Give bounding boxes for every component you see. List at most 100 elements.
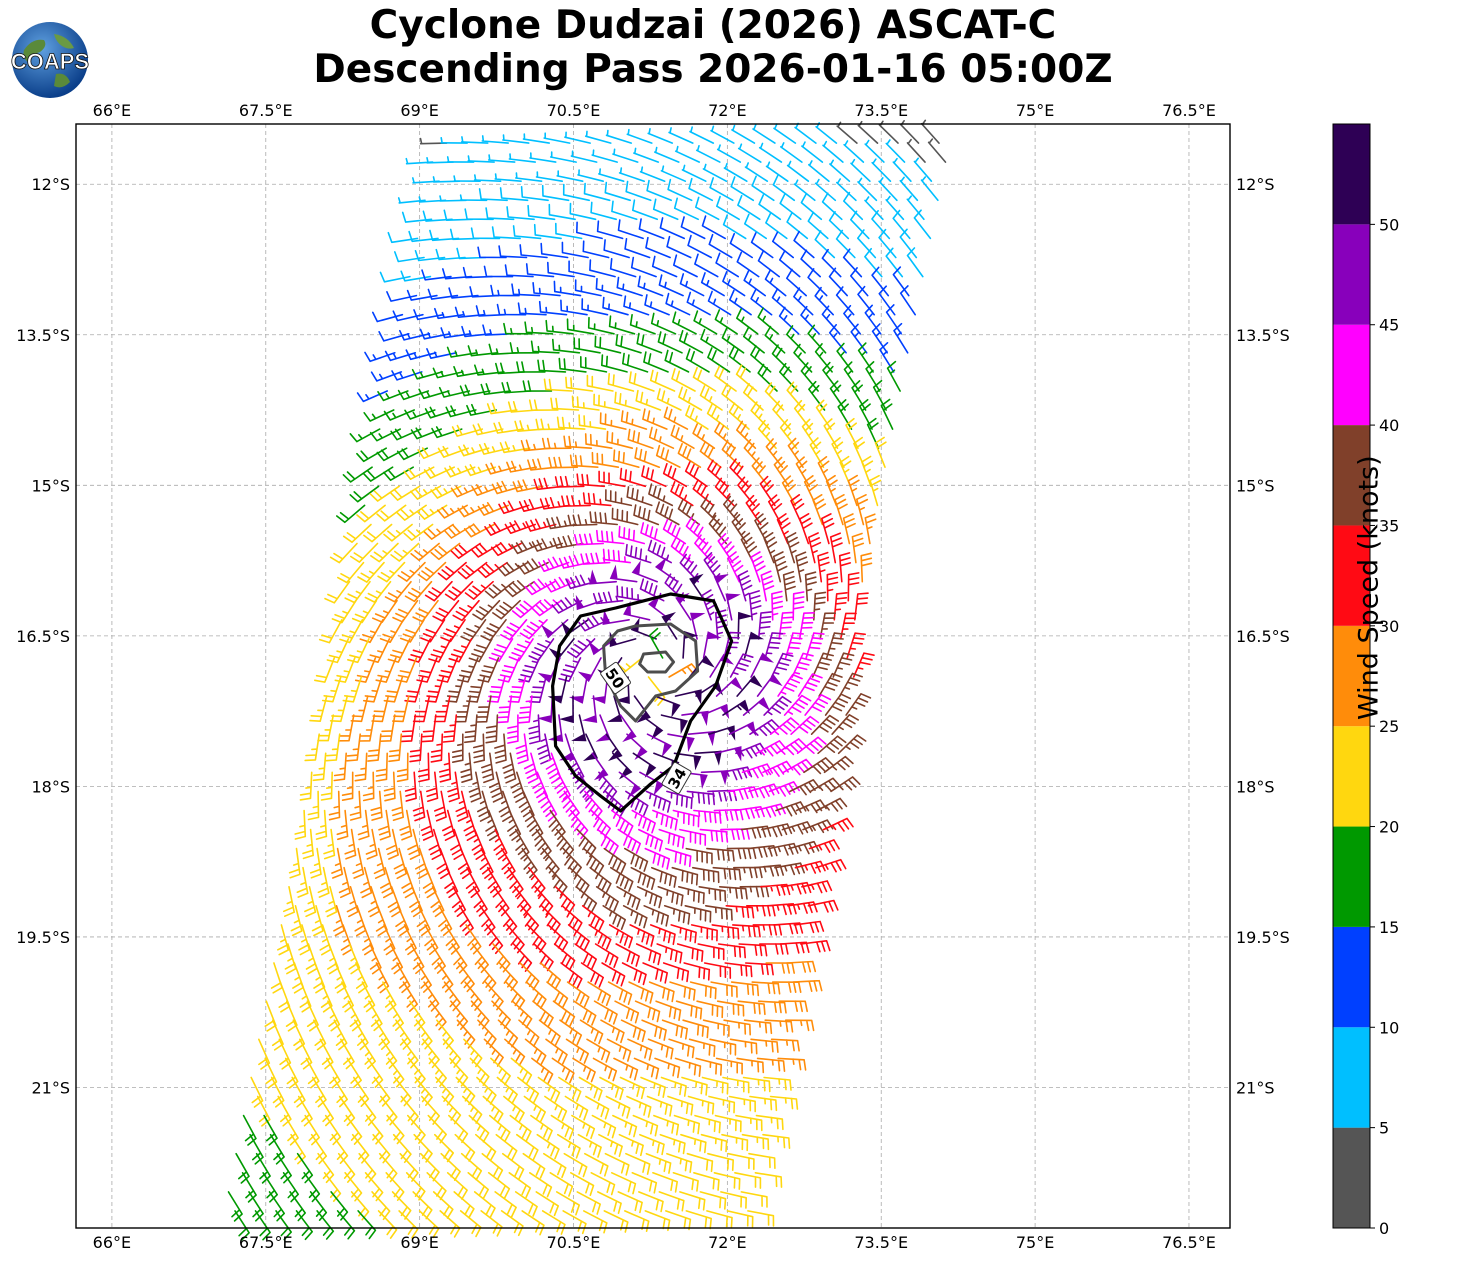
wind-barb — [472, 886, 488, 917]
wind-barb — [699, 1191, 727, 1210]
wind-barb — [639, 166, 666, 182]
wind-barb — [305, 1057, 320, 1089]
wind-barb — [674, 689, 702, 705]
wind-barb — [647, 128, 674, 144]
wind-barb — [913, 209, 932, 240]
wind-barb — [500, 847, 516, 879]
wind-barb — [514, 828, 530, 860]
wind-barb — [780, 142, 803, 163]
wind-barb — [457, 504, 489, 518]
wind-barb — [390, 542, 420, 562]
wind-barb — [342, 523, 372, 543]
wind-barb — [396, 962, 411, 994]
wind-barb — [661, 1019, 688, 1040]
wind-barb — [763, 532, 778, 564]
contour-inner — [638, 650, 676, 674]
wind-barb — [313, 1019, 327, 1051]
lon-tick-bottom-4: 72°E — [708, 1233, 746, 1252]
wind-barb — [802, 819, 834, 834]
wind-barb — [368, 886, 380, 918]
wind-barb — [334, 657, 356, 683]
wind-barb — [658, 828, 685, 849]
wind-barb — [647, 539, 672, 564]
wind-barb — [702, 631, 722, 659]
wind-barb — [519, 962, 540, 991]
wind-barb — [846, 632, 866, 659]
wind-barb — [393, 847, 408, 880]
wind-barb — [476, 1076, 497, 1105]
wind-barb — [467, 345, 499, 357]
wind-barb — [481, 752, 495, 784]
wind-barb — [808, 839, 840, 853]
wind-barb — [462, 1095, 483, 1124]
wind-barb — [648, 426, 675, 449]
wind-barb — [892, 157, 912, 182]
wind-barb — [667, 733, 695, 752]
wind-barb — [305, 943, 318, 975]
wind-barb — [582, 695, 598, 723]
wind-barb — [331, 1133, 349, 1164]
wind-barb — [625, 1152, 651, 1175]
wind-barb — [314, 657, 336, 683]
wind-barb — [631, 560, 658, 583]
wind-barb — [679, 273, 705, 297]
wind-barb — [424, 676, 445, 703]
wind-barb — [391, 370, 423, 381]
wind-barb — [847, 474, 860, 507]
wind-barb — [500, 619, 528, 641]
wind-barb — [869, 474, 882, 507]
wind-barb — [603, 239, 630, 259]
wind-barb — [658, 274, 684, 297]
wind-barb — [582, 240, 610, 259]
wind-barb — [730, 176, 755, 202]
wind-barb — [489, 1114, 511, 1143]
wind-barb — [842, 513, 856, 545]
wind-barb — [671, 368, 696, 392]
wind-barb — [689, 126, 715, 144]
wind-barb — [437, 504, 468, 519]
wind-barb — [606, 430, 634, 449]
wind-barb — [408, 1057, 426, 1088]
wind-barb — [670, 481, 694, 507]
wind-barb — [552, 1000, 576, 1027]
wind-barb — [735, 364, 758, 392]
wind-barb — [751, 175, 775, 202]
wind-barb — [880, 398, 894, 430]
wind-barb — [664, 573, 685, 602]
wind-barb — [819, 612, 836, 640]
wind-barb — [570, 809, 589, 840]
wind-barb — [497, 1019, 519, 1048]
wind-barb — [716, 195, 740, 221]
wind-barb — [727, 551, 744, 583]
wind-barb — [892, 266, 910, 297]
wind-barb — [723, 1019, 751, 1036]
wind-barb — [722, 214, 747, 240]
wind-barb — [612, 752, 633, 780]
wind-barb — [792, 591, 805, 621]
wind-barb — [430, 542, 461, 561]
wind-barb — [362, 924, 375, 956]
wind-barb — [388, 733, 403, 763]
wind-barb — [845, 417, 859, 449]
wind-barb — [626, 733, 648, 761]
wind-barb — [778, 306, 800, 335]
wind-barb — [469, 1057, 490, 1086]
wind-barb — [737, 1000, 766, 1016]
wind-barb — [670, 536, 693, 564]
wind-barb — [492, 943, 511, 973]
wind-barb — [392, 1133, 412, 1164]
wind-barb — [524, 578, 556, 596]
wind-barb — [646, 733, 672, 758]
wind-barb — [478, 962, 497, 992]
wind-barb — [829, 380, 846, 411]
wind-barb — [463, 809, 478, 841]
wind-barb — [353, 1076, 370, 1107]
wind-barb — [312, 752, 327, 782]
wind-barb — [886, 360, 901, 392]
wind-barb — [808, 160, 830, 182]
wind-barb — [702, 163, 728, 182]
wind-barb — [410, 485, 441, 500]
wind-barb — [859, 398, 873, 430]
wind-barb — [487, 1172, 511, 1199]
wind-barb — [596, 529, 625, 545]
